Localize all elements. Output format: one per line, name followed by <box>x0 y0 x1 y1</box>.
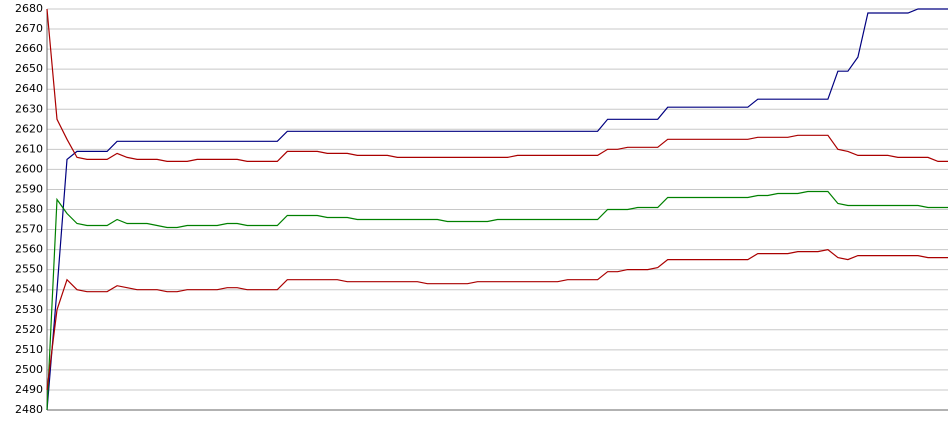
y-tick-label: 2660 <box>15 42 43 55</box>
y-tick-label: 2550 <box>15 263 43 276</box>
series-line <box>46 248 948 390</box>
y-tick-label: 2580 <box>15 203 43 216</box>
y-tick-label: 2510 <box>15 343 43 356</box>
y-tick-label: 2650 <box>15 62 43 75</box>
series-line <box>46 190 948 411</box>
y-tick-label: 2620 <box>15 122 43 135</box>
y-tick-label: 2570 <box>15 223 43 236</box>
y-tick-label: 2670 <box>15 22 43 35</box>
y-tick-label: 2590 <box>15 182 43 195</box>
y-tick-label: 2480 <box>15 403 43 416</box>
series-line <box>46 8 948 162</box>
y-tick-label: 2610 <box>15 142 43 155</box>
y-tick-label: 2680 <box>15 2 43 15</box>
y-tick-label: 2520 <box>15 323 43 336</box>
y-tick-label: 2490 <box>15 383 43 396</box>
y-tick-label: 2530 <box>15 303 43 316</box>
series-line <box>46 8 948 411</box>
y-tick-label: 2640 <box>15 82 43 95</box>
y-tick-label: 2560 <box>15 243 43 256</box>
y-tick-label: 2540 <box>15 283 43 296</box>
y-tick-label: 2630 <box>15 102 43 115</box>
y-tick-label: 2600 <box>15 162 43 175</box>
y-tick-label: 2500 <box>15 363 43 376</box>
